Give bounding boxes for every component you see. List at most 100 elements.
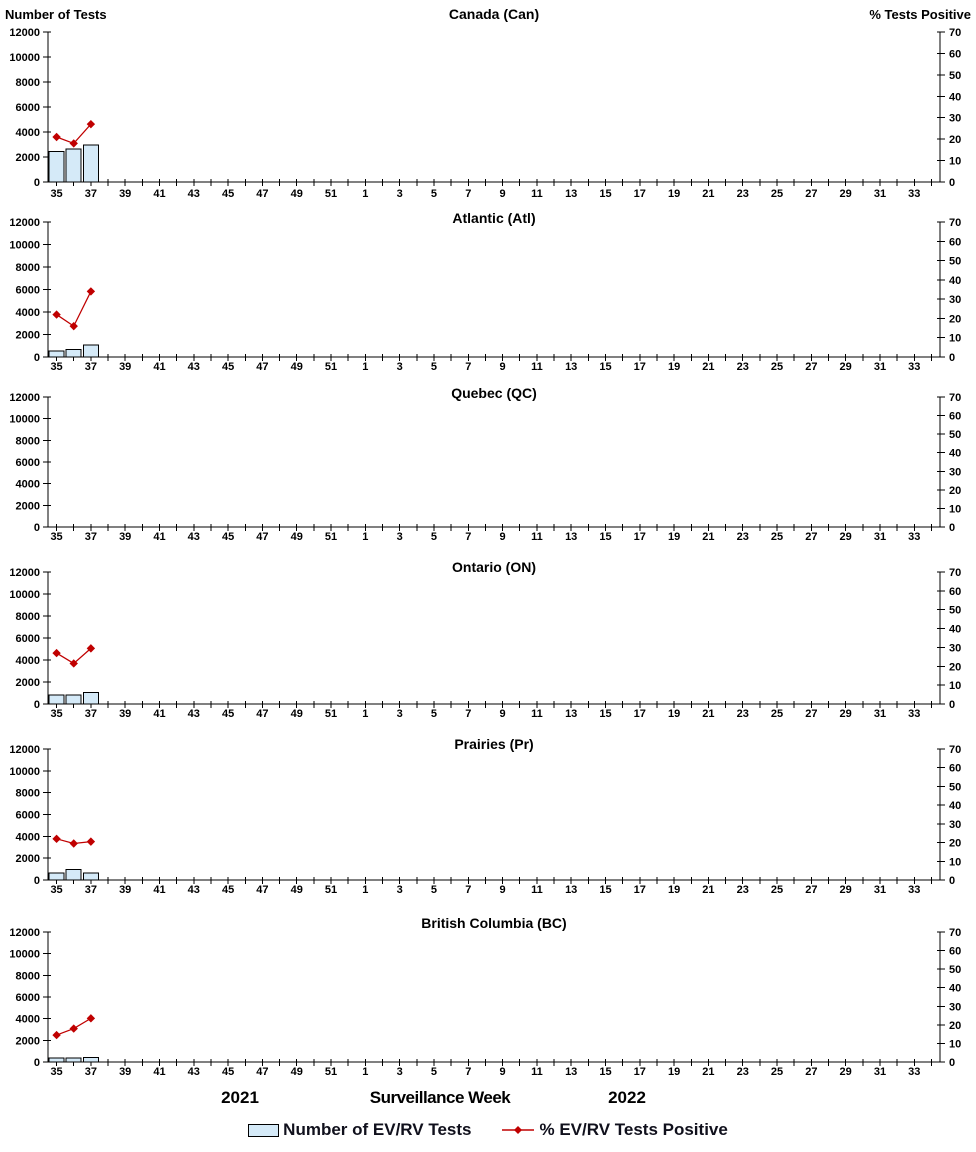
y-right-tick-label: 70 [949, 392, 961, 404]
bar-week-36 [65, 869, 82, 881]
x-tick-label: 43 [188, 708, 200, 720]
bar-week-35 [48, 1057, 65, 1063]
x-tick-label: 5 [431, 361, 437, 373]
x-tick-label: 23 [737, 708, 749, 720]
y-right-tick-label: 40 [949, 91, 961, 103]
right-axis-title: % Tests Positive [869, 7, 971, 22]
chart-svg: British Columbia (BC)0200040006000800010… [9, 915, 961, 1078]
x-tick-label: 25 [771, 531, 783, 543]
x-tick-label: 27 [805, 708, 817, 720]
chart-panel-ontario: Ontario (ON) 0 2000 4000 6000 8000 10000 12000 0… [0, 545, 976, 722]
y-right-tick-label: 50 [949, 605, 961, 617]
pct-marker-week-37 [86, 287, 96, 296]
x-tick-label: 15 [599, 188, 611, 200]
panel-title: Atlantic (Atl) [452, 210, 535, 226]
y-right-tick-label: 70 [949, 217, 961, 229]
x-tick-label: 37 [85, 1066, 97, 1078]
x-tick-label: 17 [634, 884, 646, 896]
pct-marker-week-37 [86, 837, 96, 846]
x-tick-label: 13 [565, 188, 577, 200]
pct-marker-week-36 [69, 839, 78, 848]
x-tick-label: 45 [222, 1066, 234, 1078]
bar-week-35 [48, 872, 65, 881]
y-right-tick-label: 50 [949, 429, 961, 441]
x-tick-label: 43 [188, 531, 200, 543]
x-tick-label: 37 [85, 708, 97, 720]
x-tick-label: 45 [222, 708, 234, 720]
bar-week-37 [82, 344, 99, 358]
pct-marker-week-35 [52, 1030, 61, 1040]
chart-panel-british-columbia: British Columbia (BC) 0 2000 4000 6000 8000 10… [0, 898, 976, 1078]
x-tick-label: 39 [119, 361, 131, 373]
x-tick-label: 43 [188, 1066, 200, 1078]
y-left-tick-label: 8000 [16, 611, 40, 623]
legend-bar-swatch [248, 1123, 280, 1137]
y-right-tick-label: 60 [949, 411, 961, 423]
bar-week-35 [48, 150, 65, 183]
x-tick-label: 47 [256, 884, 268, 896]
x-tick-label: 3 [397, 531, 403, 543]
x-tick-label: 17 [634, 531, 646, 543]
x-tick-label: 27 [805, 1066, 817, 1078]
x-tick-label: 11 [531, 531, 543, 543]
x-tick-label: 31 [874, 361, 886, 373]
x-tick-label: 19 [668, 884, 680, 896]
y-left-tick-label: 10000 [9, 240, 40, 252]
year-right-label: 2022 [608, 1088, 646, 1107]
x-tick-label: 19 [668, 708, 680, 720]
y-left-tick-label: 2000 [16, 677, 40, 689]
x-tick-label: 1 [362, 708, 368, 720]
y-right-tick-label: 20 [949, 313, 961, 325]
x-tick-label: 51 [325, 361, 337, 373]
x-tick-label: 15 [599, 884, 611, 896]
chart-panel-canada: Number of Tests % Tests Positive Canada (C… [0, 0, 976, 207]
x-tick-label: 5 [431, 188, 437, 200]
y-left-tick-label: 4000 [16, 479, 40, 491]
y-right-tick-label: 20 [949, 134, 961, 146]
y-left-tick-label: 12000 [9, 27, 40, 39]
x-tick-label: 37 [85, 361, 97, 373]
y-left-tick-label: 8000 [16, 77, 40, 89]
y-left-tick-label: 0 [34, 699, 40, 711]
x-tick-label: 49 [291, 188, 303, 200]
x-tick-label: 31 [874, 531, 886, 543]
x-tick-label: 33 [908, 708, 920, 720]
panel-title: Canada (Can) [449, 6, 539, 22]
x-tick-label: 35 [50, 708, 62, 720]
legend-line-marker [502, 1126, 535, 1134]
x-tick-label: 13 [565, 1066, 577, 1078]
x-tick-label: 11 [531, 361, 543, 373]
pct-marker-week-36 [69, 1024, 78, 1033]
x-tick-label: 39 [119, 1066, 131, 1078]
pct-marker-week-37 [86, 1014, 96, 1023]
x-tick-label: 7 [465, 531, 471, 543]
panel-title: Quebec (QC) [451, 385, 537, 401]
x-tick-label: 47 [256, 708, 268, 720]
y-right-tick-label: 40 [949, 983, 961, 995]
y-left-tick-label: 0 [34, 1057, 40, 1069]
x-tick-label: 17 [634, 708, 646, 720]
x-tick-label: 37 [85, 188, 97, 200]
x-tick-label: 7 [465, 361, 471, 373]
x-tick-label: 7 [465, 884, 471, 896]
y-left-tick-label: 2000 [16, 853, 40, 865]
x-tick-label: 19 [668, 361, 680, 373]
x-tick-label: 13 [565, 531, 577, 543]
y-left-tick-label: 2000 [16, 1035, 40, 1047]
x-tick-label: 9 [500, 708, 506, 720]
x-tick-label: 11 [531, 1066, 543, 1078]
y-right-tick-label: 20 [949, 661, 961, 673]
y-left-tick-label: 10000 [9, 52, 40, 64]
x-tick-label: 13 [565, 708, 577, 720]
y-left-tick-label: 10000 [9, 414, 40, 426]
chart-panel-quebec: Quebec (QC) 0 2000 4000 6000 8000 10000 12000 0 1… [0, 375, 976, 545]
x-tick-label: 43 [188, 361, 200, 373]
bar-week-37 [82, 872, 99, 881]
y-right-tick-label: 60 [949, 763, 961, 775]
y-right-tick-label: 10 [949, 333, 961, 345]
bar-week-35 [48, 350, 65, 358]
x-tick-label: 29 [840, 531, 852, 543]
x-tick-label: 11 [531, 188, 543, 200]
y-right-tick-label: 0 [949, 699, 955, 711]
pct-marker-week-36 [69, 321, 78, 331]
